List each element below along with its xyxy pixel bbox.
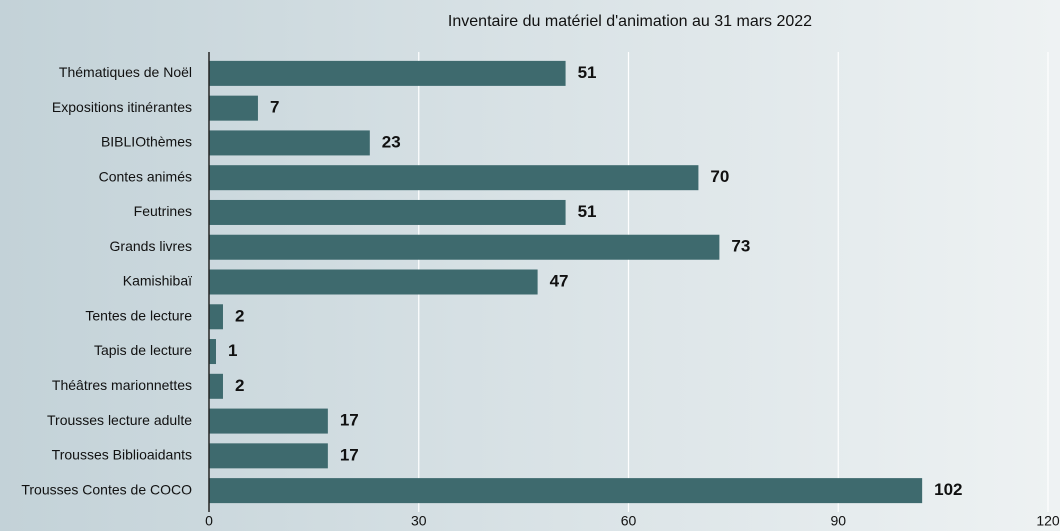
x-tick-label: 0 <box>205 513 213 529</box>
value-label: 23 <box>382 132 401 151</box>
bar <box>209 60 566 86</box>
bar <box>209 269 538 295</box>
x-tick-label: 30 <box>411 513 427 529</box>
y-tick-label: Feutrines <box>134 203 192 219</box>
value-label: 17 <box>340 445 359 464</box>
bar <box>209 339 216 365</box>
y-tick-label: Tapis de lecture <box>94 342 192 358</box>
x-tick-label: 90 <box>830 513 846 529</box>
y-tick-label: Kamishibaï <box>123 273 192 289</box>
value-label: 2 <box>235 306 244 325</box>
value-label: 70 <box>710 167 729 186</box>
x-tick-label: 60 <box>621 513 637 529</box>
value-label: 7 <box>270 98 279 117</box>
y-tick-label: Trousses Biblioaidants <box>52 447 192 463</box>
value-label: 102 <box>934 480 962 499</box>
value-label: 51 <box>578 63 597 82</box>
value-label: 47 <box>550 271 569 290</box>
bar <box>209 443 328 469</box>
y-tick-label: Expositions itinérantes <box>52 99 192 115</box>
chart-title: Inventaire du matériel d'animation au 31… <box>448 13 812 30</box>
bar <box>209 130 370 156</box>
y-tick-label: Trousses lecture adulte <box>47 412 192 428</box>
value-label: 51 <box>578 202 597 221</box>
bar <box>209 304 223 330</box>
y-tick-label: Théâtres marionnettes <box>52 377 192 393</box>
y-tick-label: Tentes de lecture <box>85 307 192 323</box>
y-tick-label: BIBLIOthèmes <box>101 134 192 150</box>
x-tick-label: 120 <box>1036 513 1060 529</box>
bar <box>209 165 699 191</box>
value-label: 17 <box>340 411 359 430</box>
bar <box>209 478 923 504</box>
value-label: 2 <box>235 376 244 395</box>
bar <box>209 373 223 399</box>
bar <box>209 234 720 260</box>
y-tick-label: Thématiques de Noël <box>59 64 192 80</box>
bar <box>209 199 566 225</box>
value-label: 73 <box>731 237 750 256</box>
value-label: 1 <box>228 341 237 360</box>
y-tick-label: Grands livres <box>110 238 192 254</box>
y-tick-label: Contes animés <box>99 168 192 184</box>
y-tick-label: Trousses Contes de COCO <box>21 481 192 497</box>
bar <box>209 95 258 121</box>
bar <box>209 408 328 434</box>
